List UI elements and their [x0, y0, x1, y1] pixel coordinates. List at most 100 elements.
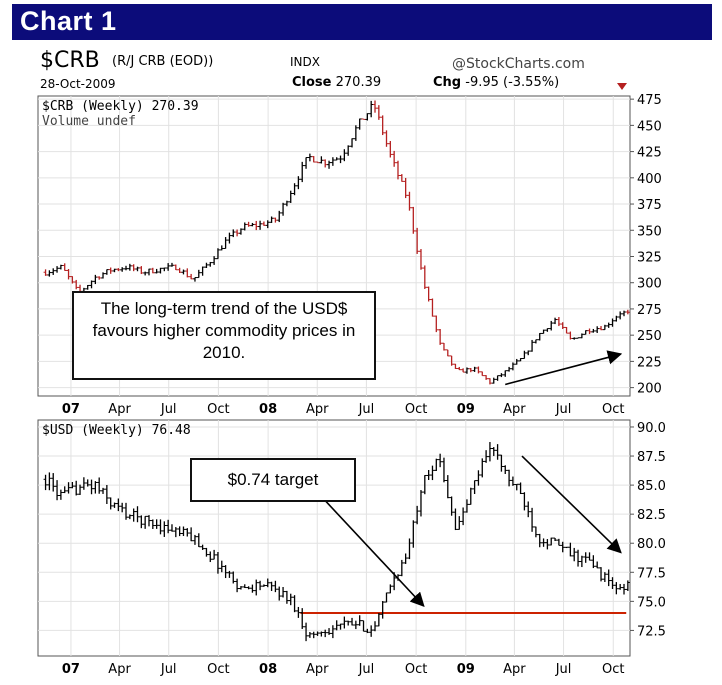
price-bar	[185, 528, 190, 537]
price-bar	[227, 232, 232, 244]
price-bar	[392, 150, 397, 167]
price-bar	[89, 479, 94, 495]
price-bar	[430, 465, 435, 481]
chg-value: -9.95 (-3.55%)	[465, 75, 560, 90]
price-bar	[231, 229, 236, 238]
price-bar	[556, 538, 561, 546]
price-bar	[426, 470, 431, 480]
price-bar	[185, 268, 190, 278]
price-bar	[415, 227, 420, 254]
price-bar	[461, 368, 466, 373]
x-tick-label: Oct	[602, 402, 624, 417]
price-bar	[518, 357, 523, 362]
price-bar	[342, 616, 347, 629]
price-bar	[350, 617, 355, 626]
price-bar	[307, 153, 312, 162]
price-bar	[353, 125, 358, 141]
price-bar	[51, 473, 56, 492]
price-bar	[108, 497, 113, 510]
price-bar	[81, 477, 86, 490]
price-bar	[97, 276, 102, 280]
price-bar	[556, 317, 561, 327]
price-bar	[507, 469, 512, 487]
price-bar	[269, 581, 274, 591]
price-bar	[47, 270, 52, 277]
price-bar	[78, 484, 83, 495]
price-bar	[599, 326, 604, 331]
price-bar	[587, 328, 592, 335]
price-bar	[250, 222, 255, 227]
price-bar	[208, 261, 213, 267]
price-bar	[120, 502, 125, 513]
price-bar	[422, 265, 427, 289]
change-readout: Chg -9.95 (-3.55%)	[433, 75, 559, 90]
price-bar	[300, 161, 305, 183]
x-tick-label: 07	[62, 662, 80, 677]
price-bar	[418, 249, 423, 270]
price-bar	[464, 499, 469, 513]
price-bar	[311, 156, 316, 163]
price-bar	[281, 202, 286, 216]
y-tick-label: 77.5	[637, 566, 666, 581]
x-tick-label: Jul	[160, 662, 177, 677]
close-readout: Close 270.39	[292, 75, 381, 90]
price-bar	[250, 584, 255, 593]
price-bar	[173, 264, 178, 271]
x-tick-label: Jul	[555, 662, 572, 677]
chg-down-arrow-icon	[617, 83, 627, 90]
price-bar	[438, 453, 443, 468]
price-bar	[572, 547, 577, 562]
price-bar	[376, 105, 381, 120]
y-tick-label: 375	[637, 198, 662, 213]
crb-x-axis: 07 Apr Jul Oct 08 Apr Jul Oct 09 Apr Jul Oct	[62, 402, 625, 417]
price-bar	[541, 538, 546, 547]
usd-arrows	[324, 455, 622, 608]
price-bar	[116, 268, 121, 272]
price-bar	[361, 118, 366, 120]
price-bar	[196, 269, 201, 279]
price-bar	[223, 237, 228, 249]
price-bar	[457, 366, 462, 371]
price-bar	[606, 569, 611, 587]
price-bar	[265, 220, 270, 229]
price-bar	[315, 161, 320, 164]
price-bar	[533, 339, 538, 344]
x-tick-label: Jul	[358, 402, 375, 417]
y-tick-label: 300	[637, 277, 662, 292]
price-bar	[235, 578, 240, 593]
x-tick-label: Jul	[160, 402, 177, 417]
price-bar	[238, 228, 243, 235]
price-bar	[530, 507, 535, 532]
y-tick-label: 80.0	[637, 537, 666, 552]
price-bar	[503, 465, 508, 474]
price-bar	[58, 489, 63, 500]
y-tick-label: 350	[637, 224, 662, 239]
price-bar	[112, 502, 117, 508]
price-bar	[514, 483, 519, 491]
y-tick-label: 250	[637, 329, 662, 344]
price-bar	[135, 506, 140, 523]
x-tick-label: Apr	[108, 662, 131, 677]
price-bar	[292, 595, 297, 613]
price-bar	[342, 149, 347, 162]
price-bar	[373, 100, 378, 113]
price-bar	[357, 615, 362, 626]
price-bar	[346, 620, 351, 626]
symbol: $CRB	[40, 48, 100, 73]
price-bar	[487, 442, 492, 462]
price-bar	[595, 326, 600, 333]
price-bar	[480, 458, 485, 478]
x-tick-label: 09	[457, 402, 475, 417]
price-bar	[384, 130, 389, 147]
price-bar	[376, 613, 381, 627]
x-tick-label: Jul	[555, 402, 572, 417]
y-tick-label: 475	[637, 93, 662, 108]
price-bar	[468, 487, 473, 505]
date: 28-Oct-2009	[40, 77, 116, 91]
price-bar	[457, 516, 462, 530]
price-bar	[407, 191, 412, 211]
price-bar	[595, 561, 600, 569]
price-bar	[93, 274, 98, 285]
price-bar	[62, 486, 67, 494]
x-tick-label: Apr	[108, 402, 131, 417]
